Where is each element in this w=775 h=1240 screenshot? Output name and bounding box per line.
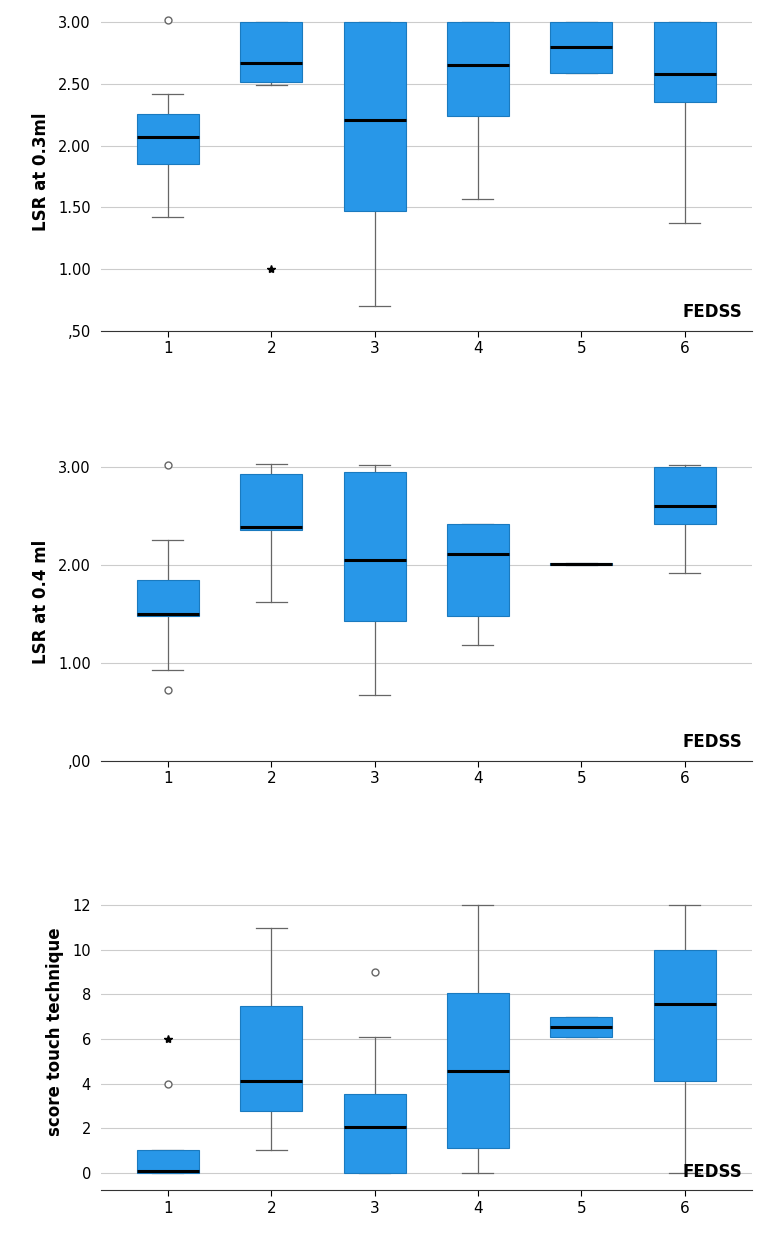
Y-axis label: LSR at 0.4 ml: LSR at 0.4 ml: [32, 539, 50, 663]
Bar: [653, 466, 715, 523]
Bar: [447, 22, 509, 117]
Bar: [653, 22, 715, 103]
Bar: [653, 950, 715, 1081]
Bar: [447, 993, 509, 1148]
Bar: [550, 1017, 612, 1037]
Text: FEDSS: FEDSS: [682, 304, 742, 321]
Text: FEDSS: FEDSS: [682, 1163, 742, 1180]
Bar: [343, 471, 405, 621]
Y-axis label: score touch technique: score touch technique: [46, 926, 64, 1136]
Bar: [240, 1006, 302, 1111]
Bar: [137, 114, 199, 164]
Bar: [137, 580, 199, 615]
Bar: [137, 1151, 199, 1173]
Text: FEDSS: FEDSS: [682, 733, 742, 751]
Bar: [550, 563, 612, 564]
Y-axis label: LSR at 0.3ml: LSR at 0.3ml: [32, 113, 50, 231]
Bar: [343, 22, 405, 211]
Bar: [343, 1094, 405, 1173]
Bar: [550, 22, 612, 73]
Bar: [240, 474, 302, 531]
Bar: [240, 22, 302, 82]
Bar: [447, 523, 509, 615]
